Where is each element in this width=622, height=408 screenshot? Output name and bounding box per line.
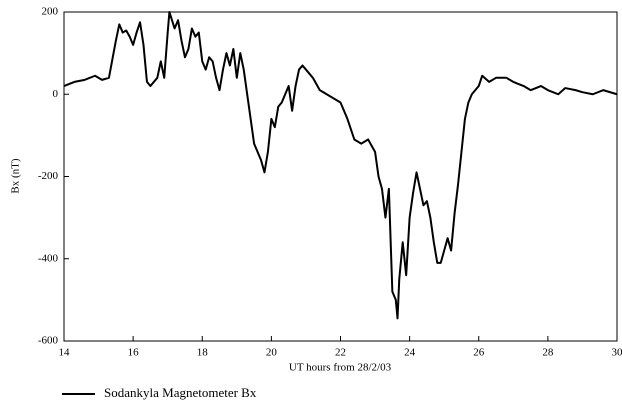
y-axis-label: Bx (nT) [10, 158, 22, 193]
data-line [64, 12, 617, 318]
y-tick-label: -600 [38, 335, 59, 347]
x-tick-label: 28 [542, 347, 554, 359]
x-tick-label: 16 [128, 347, 140, 359]
y-tick-label: -400 [38, 252, 59, 264]
x-tick-label: 14 [59, 347, 71, 359]
x-tick-label: 26 [473, 347, 485, 359]
plot-frame [64, 12, 617, 341]
x-tick-label: 30 [612, 347, 622, 359]
y-tick-label: -200 [38, 170, 59, 182]
y-tick-label: 0 [53, 88, 59, 100]
y-tick-label: 200 [42, 6, 59, 18]
x-tick-label: 18 [197, 347, 209, 359]
x-tick-label: 22 [335, 347, 346, 359]
x-axis-label: UT hours from 28/2/03 [289, 362, 392, 374]
x-tick-label: 24 [404, 347, 416, 359]
x-tick-label: 20 [266, 347, 278, 359]
legend-label: Sodankyla Magnetometer Bx [104, 385, 257, 400]
